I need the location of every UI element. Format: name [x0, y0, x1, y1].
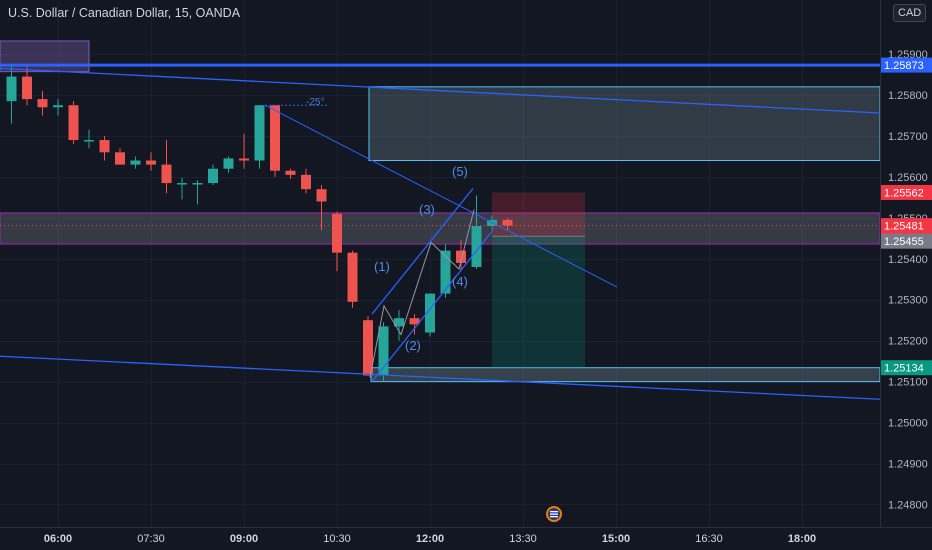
- wave-channel-lower: [371, 229, 494, 383]
- drawing-zones: [0, 40, 881, 383]
- price-tick-label: 1.25300: [888, 295, 928, 307]
- wave-label: (3): [419, 202, 435, 217]
- grid-lines: [0, 0, 880, 527]
- time-tick-label: 15:00: [602, 533, 630, 545]
- candle-body: [456, 250, 466, 263]
- candle-body: [270, 105, 280, 171]
- flag-icon[interactable]: [546, 506, 562, 522]
- candles: [6, 65, 513, 382]
- candle-body: [378, 326, 389, 376]
- entry-price-tag-box: [881, 233, 932, 249]
- wave-labels: -25° (1) (2) (3) (4) (5): [306, 97, 468, 353]
- candle-body: [347, 252, 358, 302]
- price-tick-label: 1.24800: [888, 499, 928, 511]
- stop-price-tag-text: 1.25562: [884, 187, 924, 199]
- candle-body: [332, 213, 342, 253]
- candle-body: [192, 183, 203, 185]
- upper-channel-line: [0, 67, 881, 114]
- symbol-title[interactable]: U.S. Dollar / Canadian Dollar, 15, OANDA: [8, 6, 241, 20]
- drawing-lines: [0, 63, 881, 400]
- elliott-wave-path: [369, 209, 475, 378]
- candle-body: [6, 76, 17, 102]
- candle-body: [37, 99, 48, 108]
- lower-channel-line: [0, 355, 881, 400]
- candle-body: [130, 160, 141, 165]
- wave-channel-upper: [371, 187, 474, 315]
- price-tick-label: 1.25200: [888, 336, 928, 348]
- time-tick-label: 13:30: [509, 533, 537, 545]
- price-tick-label: 1.25700: [888, 131, 928, 143]
- entry-price-tag-text: 1.25455: [884, 236, 924, 248]
- resistance-zone-left: [0, 40, 90, 73]
- candle-body: [68, 105, 79, 141]
- stop-price-tag-box: [881, 184, 932, 200]
- candle-body: [285, 170, 296, 175]
- candle-body: [99, 140, 110, 153]
- candle-body: [223, 158, 234, 169]
- supply-zone: [368, 86, 881, 162]
- price-tick-label: 1.25000: [888, 418, 928, 430]
- price-axis[interactable]: 1.259001.258001.257001.256001.255001.254…: [888, 49, 928, 511]
- price-tick-label: 1.25400: [888, 254, 928, 266]
- candle-body: [471, 226, 482, 267]
- candle-body: [316, 189, 327, 202]
- candle-body: [239, 158, 249, 161]
- candle-body: [161, 164, 172, 184]
- candle-body: [502, 219, 513, 226]
- candle-body: [440, 250, 451, 294]
- price-tick-label: 1.25600: [888, 172, 928, 184]
- top-line-tag-text: 1.25873: [884, 60, 924, 72]
- time-axis[interactable]: 06:00 07:30 09:00 10:30 12:00 13:30 15:00 16:30…: [44, 533, 816, 545]
- wave-label: (4): [452, 274, 468, 289]
- last-price-tag-text: 1.25481: [884, 221, 924, 233]
- candle-body: [208, 168, 218, 184]
- candle-body: [22, 76, 32, 100]
- time-tick-label: 12:00: [416, 533, 444, 545]
- wave-label: (2): [405, 338, 421, 353]
- target-price-tag-text: 1.25134: [884, 363, 924, 375]
- target-price-tag-box: [881, 360, 932, 376]
- time-tick-label: 07:30: [137, 533, 165, 545]
- candle-body: [425, 293, 435, 333]
- price-tick-label: 1.25800: [888, 90, 928, 102]
- demand-zone: [370, 367, 881, 383]
- currency-button[interactable]: CAD: [893, 4, 927, 22]
- angle-label: -25°: [306, 97, 324, 108]
- candle-body: [115, 152, 125, 165]
- candle-body: [177, 183, 187, 185]
- price-tick-label: 1.25100: [888, 377, 928, 389]
- candle-body: [394, 318, 404, 327]
- price-tick-label: 1.24900: [888, 459, 928, 471]
- wave-label: (5): [452, 164, 468, 179]
- time-tick-label: 18:00: [788, 533, 816, 545]
- wave-label: (1): [374, 259, 390, 274]
- candle-body: [146, 160, 156, 165]
- downtrend-line: [264, 104, 618, 288]
- candle-body: [363, 320, 373, 376]
- time-tick-label: 09:00: [230, 533, 258, 545]
- time-tick-label: 16:30: [695, 533, 723, 545]
- candle-body: [409, 318, 420, 325]
- candle-body: [53, 105, 63, 108]
- candle-body: [301, 174, 311, 190]
- candle-body: [84, 140, 94, 142]
- take-profit-zone: [492, 236, 585, 368]
- top-line-tag-box: [881, 57, 932, 73]
- time-tick-label: 10:30: [323, 533, 351, 545]
- time-tick-label: 06:00: [44, 533, 72, 545]
- candle-body: [254, 105, 265, 161]
